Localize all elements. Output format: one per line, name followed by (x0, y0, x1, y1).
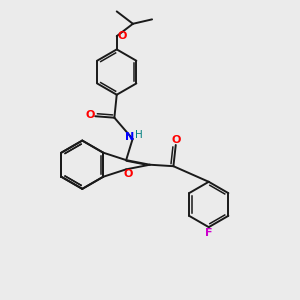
Text: O: O (172, 135, 181, 145)
Text: N: N (125, 132, 134, 142)
Text: O: O (123, 169, 133, 179)
Text: F: F (205, 228, 212, 238)
Text: H: H (135, 130, 143, 140)
Text: O: O (85, 110, 94, 120)
Text: O: O (118, 31, 127, 40)
